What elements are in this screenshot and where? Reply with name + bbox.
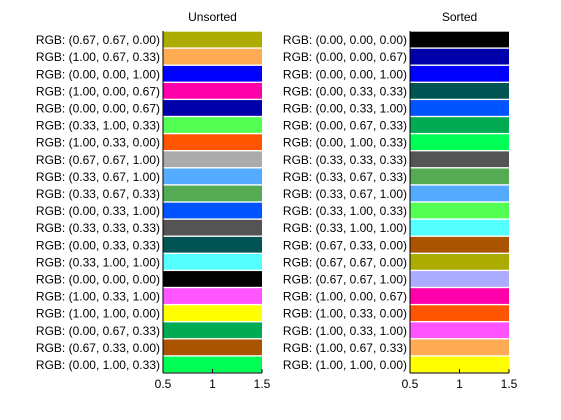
category-label: RGB: (0.33, 0.33, 0.33) <box>36 221 160 235</box>
category-label: RGB: (0.00, 0.00, 0.67) <box>36 101 160 115</box>
category-label: RGB: (0.67, 0.33, 0.00) <box>36 341 160 355</box>
category-label: RGB: (1.00, 0.00, 0.67) <box>283 290 407 304</box>
category-label: RGB: (0.33, 0.67, 0.33) <box>283 170 407 184</box>
bar <box>410 219 509 236</box>
bar <box>163 65 262 82</box>
bar <box>410 82 509 99</box>
category-label: RGB: (0.67, 0.67, 0.00) <box>36 33 160 47</box>
bar <box>163 356 262 373</box>
category-label: RGB: (0.00, 0.00, 0.00) <box>283 33 407 47</box>
category-label: RGB: (0.00, 1.00, 0.33) <box>36 358 160 372</box>
bar <box>410 151 509 168</box>
bar <box>163 117 262 133</box>
category-label: RGB: (0.33, 1.00, 0.33) <box>283 204 407 218</box>
bar <box>410 236 509 253</box>
category-label: RGB: (0.00, 0.00, 1.00) <box>283 67 407 81</box>
category-label: RGB: (1.00, 1.00, 0.00) <box>283 358 407 372</box>
bar <box>410 339 509 356</box>
bar <box>163 82 262 99</box>
category-label: RGB: (0.00, 0.00, 1.00) <box>36 67 160 81</box>
category-label: RGB: (0.33, 0.67, 1.00) <box>283 187 407 201</box>
bar <box>163 305 262 322</box>
category-label: RGB: (1.00, 0.33, 0.00) <box>283 307 407 321</box>
bar <box>410 305 509 322</box>
category-label: RGB: (0.00, 0.33, 1.00) <box>36 204 160 218</box>
category-label: RGB: (1.00, 0.00, 0.67) <box>36 84 160 98</box>
category-label: RGB: (0.67, 0.67, 0.00) <box>283 255 407 269</box>
bar <box>410 202 509 219</box>
bar <box>163 253 262 270</box>
category-label: RGB: (0.00, 0.33, 0.33) <box>36 238 160 252</box>
x-tick-label: 1 <box>209 377 216 391</box>
panel-title: Sorted <box>442 10 477 24</box>
x-tick-label: 1.5 <box>254 377 271 391</box>
category-label: RGB: (0.33, 1.00, 0.33) <box>36 119 160 133</box>
category-label: RGB: (0.00, 0.67, 0.33) <box>36 324 160 338</box>
bar <box>410 65 509 82</box>
category-label: RGB: (0.00, 0.00, 0.00) <box>36 272 160 286</box>
bar <box>163 100 262 116</box>
bar <box>163 236 262 253</box>
bar <box>163 48 262 65</box>
category-label: RGB: (0.33, 0.67, 0.33) <box>36 187 160 201</box>
panel-title: Unsorted <box>188 10 237 24</box>
bar <box>410 322 509 339</box>
bar <box>410 100 509 116</box>
category-label: RGB: (0.00, 0.00, 0.67) <box>283 50 407 64</box>
category-label: RGB: (0.33, 0.33, 0.33) <box>283 153 407 167</box>
bar <box>410 31 509 48</box>
bar <box>410 288 509 304</box>
bar <box>163 168 262 185</box>
category-label: RGB: (0.00, 0.33, 1.00) <box>283 101 407 115</box>
bar <box>410 356 509 373</box>
bar <box>163 271 262 287</box>
bar <box>410 168 509 185</box>
category-label: RGB: (1.00, 0.33, 1.00) <box>36 290 160 304</box>
category-label: RGB: (1.00, 0.67, 0.33) <box>283 341 407 355</box>
category-label: RGB: (1.00, 0.33, 0.00) <box>36 136 160 150</box>
x-tick-label: 1.5 <box>501 377 518 391</box>
x-tick-label: 0.5 <box>155 377 172 391</box>
bar <box>410 48 509 65</box>
bar <box>410 185 509 202</box>
bar <box>410 134 509 151</box>
bar <box>163 339 262 356</box>
category-label: RGB: (0.00, 1.00, 0.33) <box>283 136 407 150</box>
category-label: RGB: (0.33, 1.00, 1.00) <box>36 255 160 269</box>
bar <box>163 134 262 151</box>
bar <box>410 253 509 270</box>
bar <box>163 322 262 339</box>
bar <box>163 219 262 236</box>
category-label: RGB: (0.00, 0.33, 0.33) <box>283 84 407 98</box>
category-label: RGB: (0.67, 0.67, 1.00) <box>36 153 160 167</box>
category-label: RGB: (1.00, 0.67, 0.33) <box>36 50 160 64</box>
category-label: RGB: (0.33, 1.00, 1.00) <box>283 221 407 235</box>
bar <box>163 185 262 202</box>
x-tick-label: 1 <box>456 377 463 391</box>
bar <box>410 117 509 133</box>
category-label: RGB: (0.33, 0.67, 1.00) <box>36 170 160 184</box>
category-label: RGB: (0.67, 0.67, 1.00) <box>283 272 407 286</box>
bar <box>163 151 262 168</box>
category-label: RGB: (0.00, 0.67, 0.33) <box>283 119 407 133</box>
category-label: RGB: (1.00, 0.33, 1.00) <box>283 324 407 338</box>
x-tick-label: 0.5 <box>402 377 419 391</box>
bar <box>163 288 262 304</box>
bar <box>410 271 509 287</box>
bar <box>163 31 262 48</box>
bar <box>163 202 262 219</box>
category-label: RGB: (0.67, 0.33, 0.00) <box>283 238 407 252</box>
category-label: RGB: (1.00, 1.00, 0.00) <box>36 307 160 321</box>
